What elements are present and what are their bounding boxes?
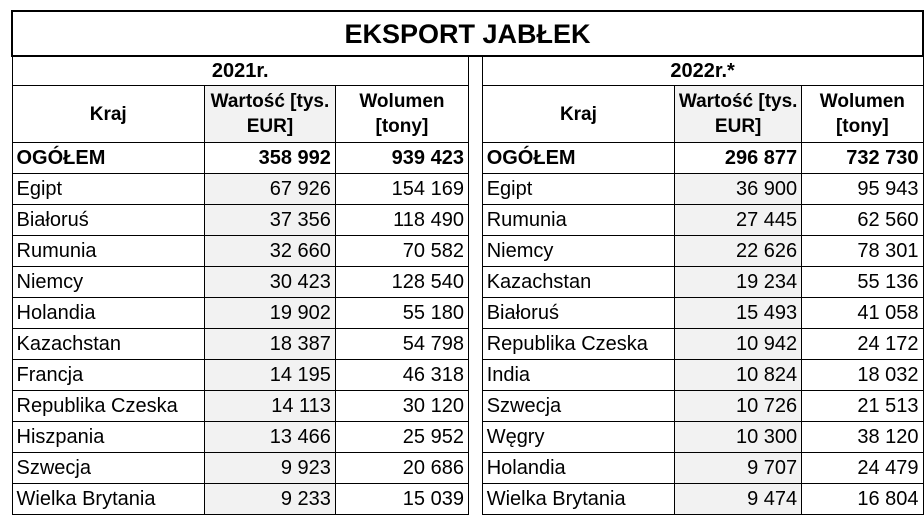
value-cell-left: 19 902	[203, 297, 336, 329]
country-cell-left: Wielka Brytania	[11, 483, 205, 515]
volume-cell-right: 16 804	[801, 483, 924, 515]
volume-cell-right: 62 560	[801, 204, 924, 236]
country-cell-right: India	[481, 359, 676, 391]
value-cell-right: 15 493	[674, 297, 803, 329]
value-cell-left: 67 926	[203, 173, 336, 205]
country-cell-right: Holandia	[481, 452, 676, 484]
value-cell-left: 14 195	[203, 359, 336, 391]
country-cell-left: Hiszpania	[11, 421, 205, 453]
country-cell-left: Holandia	[11, 297, 205, 329]
column-gap	[467, 56, 483, 515]
country-cell-right: Niemcy	[481, 235, 676, 267]
volume-cell-left: 25 952	[334, 421, 469, 453]
volume-cell-right: 21 513	[801, 390, 924, 422]
table-row: Kazachstan 18 387 54 798 Republika Czeska 10…	[11, 328, 924, 360]
country-cell-left: Szwecja	[11, 452, 205, 484]
country-cell-right: Szwecja	[481, 390, 676, 422]
volume-cell-left: 118 490	[334, 204, 469, 236]
volume-cell-right: 38 120	[801, 421, 924, 453]
volume-cell-right: 24 172	[801, 328, 924, 360]
total-volume-right: 732 730	[801, 142, 924, 174]
country-cell-left: Niemcy	[11, 266, 205, 298]
table-row: Egipt 67 926 154 169 Egipt 36 900 95 943	[11, 173, 924, 205]
volume-cell-left: 46 318	[334, 359, 469, 391]
country-cell-right: Wielka Brytania	[481, 483, 676, 515]
volume-cell-left: 128 540	[334, 266, 469, 298]
volume-cell-right: 18 032	[801, 359, 924, 391]
country-cell-left: Białoruś	[11, 204, 205, 236]
country-cell-left: Rumunia	[11, 235, 205, 267]
table-row: Hiszpania 13 466 25 952 Węgry 10 300 38 120	[11, 421, 924, 453]
volume-cell-left: 15 039	[334, 483, 469, 515]
volume-cell-left: 20 686	[334, 452, 469, 484]
country-cell-right: Rumunia	[481, 204, 676, 236]
table-title: EKSPORT JABŁEK	[11, 10, 924, 57]
header-volume-left: Wolumen [tony]	[334, 85, 469, 143]
header-country-right: Kraj	[481, 85, 676, 143]
table-row: Szwecja 9 923 20 686 Holandia 9 707 24 479	[11, 452, 924, 484]
value-cell-right: 10 824	[674, 359, 803, 391]
country-cell-right: Egipt	[481, 173, 676, 205]
volume-cell-left: 54 798	[334, 328, 469, 360]
total-label-right: OGÓŁEM	[481, 142, 676, 174]
country-cell-right: Kazachstan	[481, 266, 676, 298]
value-cell-right: 10 726	[674, 390, 803, 422]
total-label-left: OGÓŁEM	[11, 142, 205, 174]
volume-cell-right: 41 058	[801, 297, 924, 329]
volume-cell-right: 24 479	[801, 452, 924, 484]
table-row: Francja 14 195 46 318 India 10 824 18 032	[11, 359, 924, 391]
total-volume-left: 939 423	[334, 142, 469, 174]
volume-cell-left: 30 120	[334, 390, 469, 422]
country-cell-left: Republika Czeska	[11, 390, 205, 422]
apple-export-table: EKSPORT JABŁEK 2021r. 2022r.* Kraj Warto…	[11, 10, 924, 515]
total-value-left: 358 992	[203, 142, 336, 174]
value-cell-right: 10 300	[674, 421, 803, 453]
export-table-frame: EKSPORT JABŁEK 2021r. 2022r.* Kraj Warto…	[11, 10, 924, 515]
volume-cell-right: 78 301	[801, 235, 924, 267]
value-cell-left: 32 660	[203, 235, 336, 267]
table-row: Wielka Brytania 9 233 15 039 Wielka Brytani…	[11, 483, 924, 515]
country-cell-right: Węgry	[481, 421, 676, 453]
country-cell-left: Francja	[11, 359, 205, 391]
value-cell-left: 37 356	[203, 204, 336, 236]
value-cell-left: 13 466	[203, 421, 336, 453]
header-volume-right: Wolumen [tony]	[801, 85, 924, 143]
table-row: Holandia 19 902 55 180 Białoruś 15 493 41 058	[11, 297, 924, 329]
value-cell-right: 9 474	[674, 483, 803, 515]
value-cell-right: 36 900	[674, 173, 803, 205]
volume-cell-left: 154 169	[334, 173, 469, 205]
volume-cell-right: 95 943	[801, 173, 924, 205]
volume-cell-right: 55 136	[801, 266, 924, 298]
value-cell-left: 9 233	[203, 483, 336, 515]
value-cell-left: 30 423	[203, 266, 336, 298]
value-cell-left: 18 387	[203, 328, 336, 360]
volume-cell-left: 70 582	[334, 235, 469, 267]
table-row: Białoruś 37 356 118 490 Rumunia 27 445 62 560	[11, 204, 924, 236]
year-header-right: 2022r.*	[481, 55, 924, 86]
country-cell-left: Egipt	[11, 173, 205, 205]
country-cell-right: Republika Czeska	[481, 328, 676, 360]
value-cell-left: 14 113	[203, 390, 336, 422]
table-row: Rumunia 32 660 70 582 Niemcy 22 626 78 301	[11, 235, 924, 267]
value-cell-right: 19 234	[674, 266, 803, 298]
value-cell-right: 10 942	[674, 328, 803, 360]
header-value-left: Wartość [tys. EUR]	[203, 85, 336, 143]
country-cell-right: Białoruś	[481, 297, 676, 329]
volume-cell-left: 55 180	[334, 297, 469, 329]
header-value-right: Wartość [tys. EUR]	[674, 85, 803, 143]
country-cell-left: Kazachstan	[11, 328, 205, 360]
header-country-left: Kraj	[11, 85, 205, 143]
value-cell-left: 9 923	[203, 452, 336, 484]
value-cell-right: 27 445	[674, 204, 803, 236]
total-value-right: 296 877	[674, 142, 803, 174]
value-cell-right: 9 707	[674, 452, 803, 484]
table-row: Niemcy 30 423 128 540 Kazachstan 19 234 55 13…	[11, 266, 924, 298]
year-header-left: 2021r.	[11, 55, 469, 86]
table-row: Republika Czeska 14 113 30 120 Szwecja 10 72…	[11, 390, 924, 422]
value-cell-right: 22 626	[674, 235, 803, 267]
